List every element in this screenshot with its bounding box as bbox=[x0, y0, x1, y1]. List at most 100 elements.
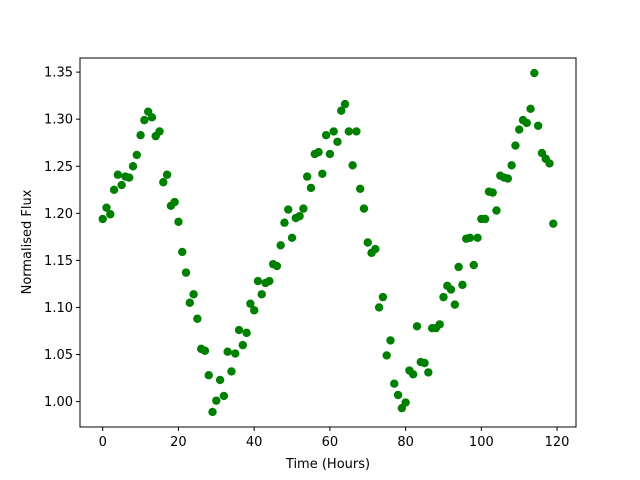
x-tick-label: 120 bbox=[545, 435, 570, 450]
data-point bbox=[159, 178, 168, 187]
data-point bbox=[109, 185, 119, 194]
data-points bbox=[98, 68, 558, 417]
data-point bbox=[193, 314, 202, 323]
data-point bbox=[242, 328, 251, 338]
data-point bbox=[522, 118, 531, 128]
data-point bbox=[136, 130, 145, 140]
data-point bbox=[450, 300, 460, 309]
y-tick-label: 1.05 bbox=[44, 348, 73, 363]
x-tick-label: 100 bbox=[469, 435, 494, 450]
data-point bbox=[412, 322, 422, 331]
data-point bbox=[249, 306, 259, 315]
data-point bbox=[511, 141, 520, 150]
data-point bbox=[295, 211, 304, 221]
x-tick-label: 40 bbox=[246, 435, 263, 450]
x-tick-label: 0 bbox=[99, 435, 107, 450]
data-point bbox=[306, 183, 316, 193]
y-axis-label: Normalised Flux bbox=[20, 189, 35, 294]
y-axis-ticks: 1.00 1.05 1.10 1.15 1.20 1.25 1.30 1.35 bbox=[44, 66, 80, 410]
data-point bbox=[359, 204, 369, 213]
data-point bbox=[181, 268, 191, 277]
data-point bbox=[174, 217, 183, 226]
data-point bbox=[238, 340, 248, 350]
data-point bbox=[272, 261, 282, 271]
data-point bbox=[408, 370, 418, 379]
y-tick-label: 1.15 bbox=[44, 254, 73, 269]
data-point bbox=[488, 188, 497, 197]
data-point bbox=[469, 260, 478, 270]
data-point bbox=[371, 244, 380, 254]
y-tick-label: 1.30 bbox=[44, 113, 73, 128]
data-point bbox=[117, 180, 126, 190]
data-point bbox=[458, 280, 467, 290]
data-point bbox=[355, 184, 365, 194]
data-point bbox=[382, 351, 391, 360]
data-point bbox=[155, 127, 164, 136]
data-point bbox=[178, 247, 187, 257]
data-point bbox=[265, 276, 274, 286]
data-point bbox=[390, 379, 399, 388]
data-point bbox=[223, 347, 232, 356]
data-point bbox=[526, 104, 535, 114]
data-point bbox=[454, 262, 463, 272]
data-point bbox=[204, 371, 213, 380]
data-point bbox=[321, 130, 331, 140]
data-point bbox=[340, 99, 350, 109]
data-point bbox=[344, 127, 354, 136]
data-point bbox=[227, 367, 236, 376]
x-axis-label: Time (Hours) bbox=[285, 457, 370, 472]
y-tick-label: 1.00 bbox=[44, 395, 73, 410]
data-point bbox=[234, 325, 244, 335]
data-point bbox=[125, 173, 134, 182]
data-point bbox=[435, 320, 444, 329]
data-point bbox=[302, 172, 312, 181]
data-point bbox=[480, 214, 490, 224]
data-point bbox=[420, 358, 429, 368]
data-point bbox=[253, 276, 263, 286]
data-point bbox=[325, 149, 335, 159]
data-point bbox=[231, 349, 240, 358]
data-point bbox=[378, 292, 388, 302]
data-point bbox=[439, 292, 448, 302]
data-point bbox=[530, 68, 539, 78]
data-point bbox=[549, 219, 558, 228]
data-point bbox=[533, 121, 543, 130]
data-point bbox=[215, 375, 225, 385]
data-point bbox=[185, 298, 194, 307]
data-point bbox=[219, 391, 229, 401]
data-point bbox=[284, 205, 293, 214]
data-point bbox=[212, 396, 221, 405]
data-point bbox=[446, 285, 456, 294]
data-point bbox=[257, 290, 266, 299]
data-point bbox=[314, 147, 323, 157]
data-point bbox=[329, 127, 338, 136]
data-point bbox=[333, 137, 342, 146]
data-point bbox=[189, 290, 198, 299]
data-point bbox=[170, 197, 179, 207]
data-point bbox=[352, 127, 361, 136]
x-tick-label: 80 bbox=[397, 435, 414, 450]
data-point bbox=[374, 303, 384, 312]
data-point bbox=[401, 398, 410, 407]
data-point bbox=[507, 161, 516, 170]
y-tick-label: 1.20 bbox=[44, 207, 73, 222]
data-point bbox=[140, 115, 149, 125]
data-point bbox=[473, 233, 482, 242]
data-point bbox=[246, 299, 255, 308]
data-point bbox=[299, 204, 308, 213]
data-point bbox=[132, 150, 141, 160]
x-tick-label: 60 bbox=[322, 435, 339, 450]
data-point bbox=[280, 218, 289, 227]
data-point bbox=[287, 233, 297, 242]
data-point bbox=[545, 159, 554, 168]
data-point bbox=[276, 241, 285, 250]
plot-frame bbox=[79, 57, 577, 428]
data-point bbox=[128, 162, 138, 171]
data-point bbox=[208, 407, 217, 417]
data-point bbox=[348, 161, 357, 170]
data-point bbox=[363, 238, 372, 247]
data-point bbox=[386, 336, 395, 345]
data-point bbox=[98, 214, 107, 224]
